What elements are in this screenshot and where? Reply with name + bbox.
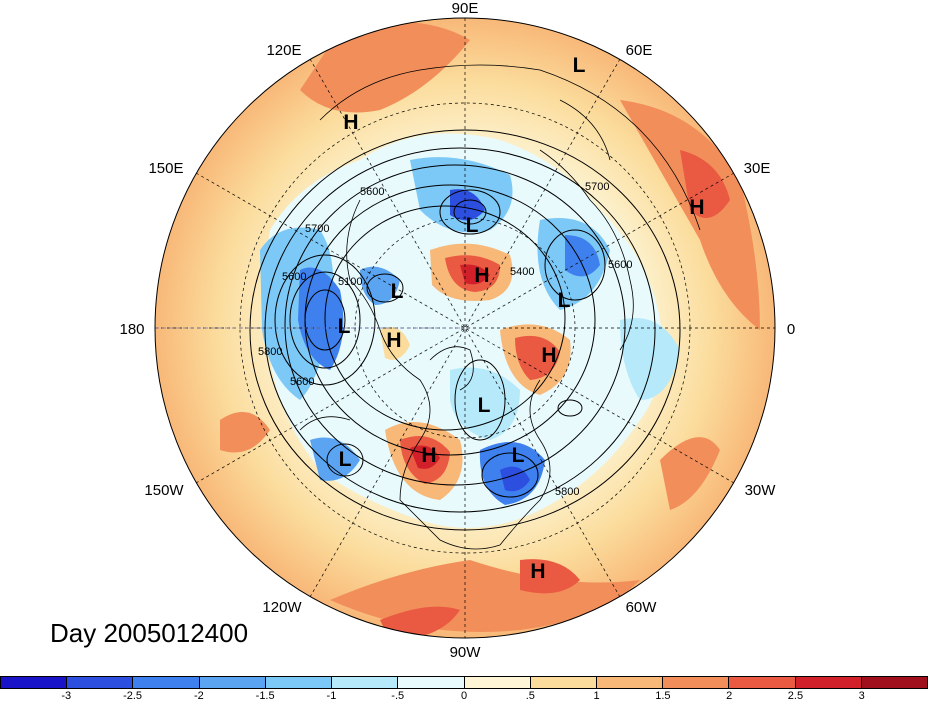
map-border [154, 17, 776, 639]
contour-label: 5600 [290, 376, 314, 388]
contour-label: 5700 [305, 223, 329, 235]
colorbar-tick-label: 0 [460, 690, 468, 702]
colorbar-swatch [199, 677, 266, 688]
colorbar-swatch [398, 677, 465, 688]
contour-label: 5800 [258, 346, 282, 358]
colorbar-swatch [663, 677, 730, 688]
lon-label-180: 180 [119, 321, 144, 338]
colorbar-tick-label: 2.5 [787, 690, 804, 702]
colorbar-tick-label: 1 [593, 690, 600, 702]
high-pressure-label: H [386, 329, 401, 352]
coastlines [299, 64, 701, 550]
high-pressure-label: H [689, 196, 704, 219]
low-pressure-label: L [339, 448, 352, 471]
low-pressure-label: L [338, 315, 351, 338]
low-pressure-label: L [478, 394, 491, 417]
lon-label-0: 0 [787, 321, 795, 338]
high-pressure-label: H [541, 344, 556, 367]
colorbar-tick-label: 3 [858, 690, 865, 702]
colorbar-labels: -3 -2.5 -2 -1.5 -1 -.5 0 .5 1 1.5 2 2.5 3 [0, 690, 928, 702]
lon-label-120w: 120W [262, 599, 302, 616]
colorbar-tick-label: -1.5 [255, 690, 275, 702]
contour-label: 5700 [585, 181, 609, 193]
colorbar-tick-label: -2.5 [123, 690, 143, 702]
figure-title: Day 2005012400 [50, 618, 249, 648]
high-pressure-label: H [421, 444, 436, 467]
contour-label: 5400 [510, 266, 534, 278]
low-pressure-label: L [391, 280, 404, 303]
colorbar-tick-label: -3 [61, 690, 72, 702]
colorbar-swatch [596, 677, 664, 688]
graticule [155, 18, 775, 638]
lon-label-90e: 90E [452, 0, 479, 17]
colorbar-swatch [1, 677, 68, 688]
high-pressure-label: H [343, 111, 358, 134]
colorbar-tick-label: .5 [525, 690, 535, 702]
colorbar-tick-label: -1 [326, 690, 337, 702]
colorbar-swatch [861, 677, 928, 688]
colorbar-tick-label: -.5 [391, 690, 405, 702]
lon-label-60e: 60E [626, 42, 653, 59]
colorbar-tick-label: -2 [193, 690, 204, 702]
colorbar-tick-label: 2 [726, 690, 733, 702]
low-pressure-label: L [512, 444, 525, 467]
lon-label-60w: 60W [626, 599, 658, 616]
lon-label-150w: 150W [144, 482, 184, 499]
contour-label: 5600 [282, 271, 306, 283]
low-pressure-label: L [573, 54, 586, 77]
high-pressure-label: H [530, 560, 545, 583]
colorbar-swatch [795, 677, 862, 688]
colorbar-swatch [464, 677, 531, 688]
lon-label-90w: 90W [450, 644, 482, 661]
contour-label: 5100 [338, 276, 362, 288]
lon-label-150e: 150E [148, 160, 183, 177]
colorbar-swatch [133, 677, 200, 688]
colorbar-swatch [67, 677, 134, 688]
colorbar-swatch [530, 677, 597, 688]
colorbar-swatch [729, 677, 796, 688]
colorbar-swatch [265, 677, 333, 688]
lon-label-120e: 120E [266, 42, 301, 59]
contour-label: 5800 [555, 486, 579, 498]
contour-label: 5600 [608, 259, 632, 271]
colorbar-tick-label: 1.5 [655, 690, 671, 702]
colorbar [0, 676, 928, 689]
low-pressure-label: L [466, 214, 479, 237]
lon-label-30w: 30W [745, 482, 777, 499]
colorbar-swatch [332, 677, 399, 688]
low-pressure-label: L [558, 289, 571, 312]
high-pressure-label: H [474, 264, 489, 287]
contour-label: 5600 [360, 186, 384, 198]
lon-label-30e: 30E [744, 160, 771, 177]
